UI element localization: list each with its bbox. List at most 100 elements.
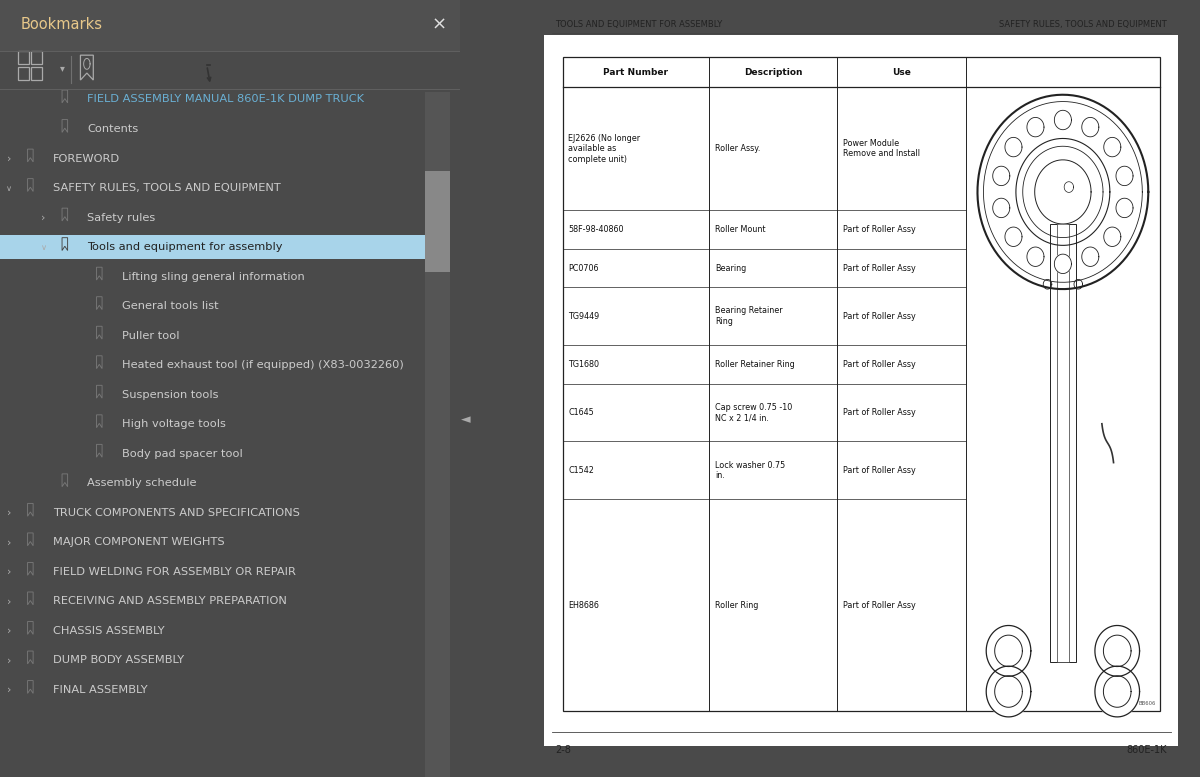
- Text: ›: ›: [7, 597, 11, 606]
- Polygon shape: [1116, 166, 1133, 186]
- Text: C1542: C1542: [569, 465, 594, 475]
- Text: Roller Ring: Roller Ring: [715, 601, 758, 609]
- Text: C1645: C1645: [569, 408, 594, 417]
- Text: MAJOR COMPONENT WEIGHTS: MAJOR COMPONENT WEIGHTS: [53, 538, 224, 547]
- Text: ›: ›: [7, 685, 11, 695]
- Text: Part of Roller Assy: Part of Roller Assy: [844, 312, 916, 321]
- Text: ▾: ▾: [60, 64, 65, 73]
- Text: SAFETY RULES, TOOLS AND EQUIPMENT: SAFETY RULES, TOOLS AND EQUIPMENT: [1000, 20, 1168, 30]
- Text: Part of Roller Assy: Part of Roller Assy: [844, 360, 916, 369]
- Text: Power Module
Remove and Install: Power Module Remove and Install: [844, 139, 920, 159]
- Polygon shape: [1034, 160, 1091, 224]
- Text: Part of Roller Assy: Part of Roller Assy: [844, 408, 916, 417]
- Text: ›: ›: [7, 567, 11, 577]
- Text: Suspension tools: Suspension tools: [121, 390, 218, 399]
- Polygon shape: [986, 625, 1031, 676]
- Polygon shape: [1094, 666, 1140, 717]
- Text: Lock washer 0.75
in.: Lock washer 0.75 in.: [715, 461, 785, 480]
- Text: ∨: ∨: [6, 183, 12, 193]
- Text: TG1680: TG1680: [569, 360, 600, 369]
- Text: Roller Retainer Ring: Roller Retainer Ring: [715, 360, 794, 369]
- Text: High voltage tools: High voltage tools: [121, 420, 226, 429]
- Text: SAFETY RULES, TOOLS AND EQUIPMENT: SAFETY RULES, TOOLS AND EQUIPMENT: [53, 183, 281, 193]
- Text: BB606: BB606: [1139, 702, 1157, 706]
- Text: ›: ›: [7, 154, 11, 163]
- Text: CHASSIS ASSEMBLY: CHASSIS ASSEMBLY: [53, 626, 164, 636]
- Text: Tools and equipment for assembly: Tools and equipment for assembly: [88, 242, 283, 252]
- Text: TOOLS AND EQUIPMENT FOR ASSEMBLY: TOOLS AND EQUIPMENT FOR ASSEMBLY: [556, 20, 722, 30]
- Polygon shape: [1081, 247, 1099, 267]
- Polygon shape: [1104, 227, 1121, 246]
- Text: TRUCK COMPONENTS AND SPECIFICATIONS: TRUCK COMPONENTS AND SPECIFICATIONS: [53, 508, 300, 517]
- Text: Lifting sling general information: Lifting sling general information: [121, 272, 305, 281]
- Bar: [18, 67, 30, 80]
- Text: Part of Roller Assy: Part of Roller Assy: [844, 263, 916, 273]
- Text: ›: ›: [7, 656, 11, 665]
- Text: 2-8: 2-8: [556, 745, 571, 754]
- Polygon shape: [986, 666, 1031, 717]
- Text: ›: ›: [7, 538, 11, 547]
- Bar: [1057, 224, 1069, 662]
- Text: Contents: Contents: [88, 124, 138, 134]
- Text: Part Number: Part Number: [604, 68, 668, 77]
- Text: Use: Use: [892, 68, 911, 77]
- Text: Part of Roller Assy: Part of Roller Assy: [844, 601, 916, 609]
- Polygon shape: [992, 166, 1009, 186]
- Bar: [31, 67, 42, 80]
- Text: Part of Roller Assy: Part of Roller Assy: [844, 225, 916, 234]
- Text: FIELD WELDING FOR ASSEMBLY OR REPAIR: FIELD WELDING FOR ASSEMBLY OR REPAIR: [53, 567, 295, 577]
- Polygon shape: [992, 198, 1009, 218]
- Polygon shape: [1027, 117, 1044, 137]
- Text: General tools list: General tools list: [121, 301, 218, 311]
- Text: Safety rules: Safety rules: [88, 213, 156, 222]
- Bar: [425, 171, 450, 272]
- Bar: [18, 51, 30, 64]
- Polygon shape: [1027, 247, 1044, 267]
- Text: Roller Mount: Roller Mount: [715, 225, 766, 234]
- Text: RECEIVING AND ASSEMBLY PREPARATION: RECEIVING AND ASSEMBLY PREPARATION: [53, 597, 287, 606]
- Bar: [0, 0, 460, 51]
- Text: EJ2626 (No longer
available as
complete unit): EJ2626 (No longer available as complete …: [569, 134, 641, 163]
- Text: ›: ›: [7, 626, 11, 636]
- Bar: [563, 57, 1160, 711]
- Text: FIELD ASSEMBLY MANUAL 860E-1K DUMP TRUCK: FIELD ASSEMBLY MANUAL 860E-1K DUMP TRUCK: [88, 95, 365, 104]
- Bar: [0, 51, 460, 89]
- Polygon shape: [1094, 625, 1140, 676]
- Polygon shape: [1104, 138, 1121, 157]
- Text: EH8686: EH8686: [569, 601, 599, 609]
- Polygon shape: [1055, 254, 1072, 274]
- Text: FOREWORD: FOREWORD: [53, 154, 120, 163]
- Text: Bearing Retainer
Ring: Bearing Retainer Ring: [715, 306, 782, 326]
- Text: FINAL ASSEMBLY: FINAL ASSEMBLY: [53, 685, 148, 695]
- Polygon shape: [1004, 138, 1022, 157]
- Text: 860E-1K: 860E-1K: [1127, 745, 1168, 754]
- Text: Part of Roller Assy: Part of Roller Assy: [844, 465, 916, 475]
- Text: 58F-98-40860: 58F-98-40860: [569, 225, 624, 234]
- Polygon shape: [1004, 227, 1022, 246]
- Bar: [545, 35, 1178, 746]
- Text: DUMP BODY ASSEMBLY: DUMP BODY ASSEMBLY: [53, 656, 184, 665]
- Text: Description: Description: [744, 68, 803, 77]
- Text: Cap screw 0.75 -10
NC x 2 1/4 in.: Cap screw 0.75 -10 NC x 2 1/4 in.: [715, 402, 792, 422]
- Text: Assembly schedule: Assembly schedule: [88, 479, 197, 488]
- Text: ›: ›: [7, 508, 11, 517]
- Text: Puller tool: Puller tool: [121, 331, 179, 340]
- Text: ◄: ◄: [461, 413, 470, 426]
- Text: Bookmarks: Bookmarks: [20, 17, 103, 33]
- Polygon shape: [1081, 117, 1099, 137]
- Text: ›: ›: [42, 213, 46, 222]
- Text: ×: ×: [431, 16, 446, 34]
- Text: Heated exhaust tool (if equipped) (X83-0032260): Heated exhaust tool (if equipped) (X83-0…: [121, 361, 403, 370]
- Text: Body pad spacer tool: Body pad spacer tool: [121, 449, 242, 458]
- Text: Bearing: Bearing: [715, 263, 746, 273]
- Polygon shape: [1055, 110, 1072, 130]
- Bar: [0, 235, 425, 260]
- Text: Roller Assy.: Roller Assy.: [715, 145, 760, 153]
- Bar: [425, 92, 450, 777]
- Bar: [31, 51, 42, 64]
- Bar: [1050, 224, 1075, 662]
- Polygon shape: [1116, 198, 1133, 218]
- Text: PC0706: PC0706: [569, 263, 599, 273]
- Text: ∨: ∨: [41, 242, 47, 252]
- Text: TG9449: TG9449: [569, 312, 600, 321]
